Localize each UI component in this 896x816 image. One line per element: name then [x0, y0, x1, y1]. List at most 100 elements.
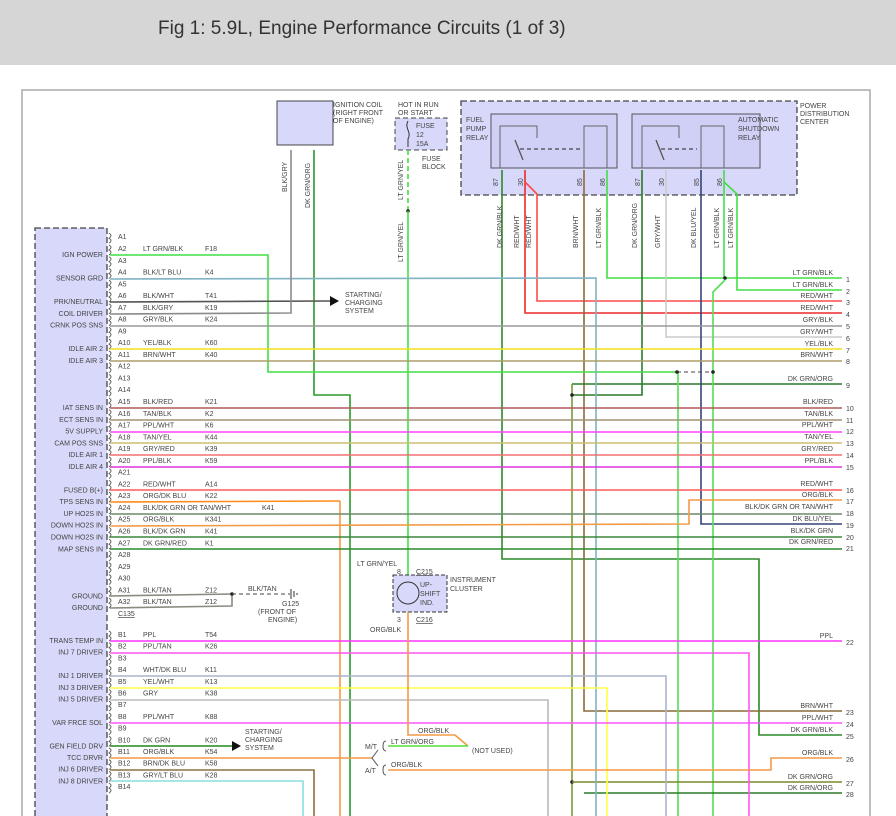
- pin-number: A19: [118, 446, 131, 453]
- right-wire-label: RED/WHT: [800, 481, 833, 488]
- relay-switch: [514, 139, 524, 161]
- pin-terminal-icon: [108, 642, 112, 654]
- pin-wire-color: YEL/WHT: [143, 679, 175, 686]
- pin-number: B8: [118, 714, 127, 721]
- coil-wire-dk-grn-org: [313, 150, 351, 816]
- pin-number: A22: [118, 481, 131, 488]
- fuse-icon: [406, 120, 410, 147]
- pin-number: A6: [118, 293, 127, 300]
- right-wire-label: ORG/BLK: [802, 492, 833, 499]
- pin-function-label: IDLE AIR 4: [68, 464, 103, 471]
- pin-terminal-icon: [108, 735, 112, 747]
- right-wire-label: RED/WHT: [800, 293, 833, 300]
- pin-wire-color: PPL/TAN: [143, 644, 172, 651]
- title-bar: Fig 1: 5.9L, Engine Performance Circuits…: [0, 0, 896, 65]
- pin-number: A1: [118, 234, 127, 241]
- pin-terminal-icon: [108, 397, 112, 409]
- relay-coil-icon: [700, 125, 725, 168]
- right-wire-label: DK GRN/ORG: [788, 376, 833, 383]
- pin-terminal-icon: [108, 479, 112, 491]
- at-wire-label: ORG/BLK: [391, 762, 422, 769]
- wire-a32: [109, 594, 233, 609]
- fuel-pump-relay-label: PUMP: [466, 126, 487, 133]
- asd-relay-label: SHUTDOWN: [738, 126, 779, 133]
- pin-number: B12: [118, 761, 131, 768]
- pin-function-label: TRANS TEMP IN: [49, 638, 103, 645]
- relay-pin-label: 86: [600, 178, 607, 186]
- fuse-label: 12: [416, 132, 424, 139]
- pin-wire-color: ORG/BLK: [143, 749, 174, 756]
- pin-function-label: GROUND: [72, 593, 103, 600]
- right-wire-label: DK GRN/ORG: [788, 785, 833, 792]
- starting-charging-label: STARTING/: [245, 729, 282, 736]
- fuse-wire-label: LT GRN/YEL: [398, 222, 405, 262]
- starting-charging-label: CHARGING: [245, 737, 283, 744]
- pin-terminal-icon: [108, 538, 112, 550]
- pin-circuit: K4: [205, 270, 214, 277]
- pin-wire-color: GRY: [143, 691, 158, 698]
- fuse-label: FUSE: [416, 123, 435, 130]
- fuse-label: 15A: [416, 141, 429, 148]
- pin-number: A28: [118, 552, 131, 559]
- pin-number: B3: [118, 655, 127, 662]
- right-wire-label: GRY/RED: [801, 446, 833, 453]
- starting-charging-label: CHARGING: [345, 300, 383, 307]
- splice-dot: [711, 370, 715, 374]
- pin-circuit: K60: [205, 340, 218, 347]
- relay-wire-label: DK GRN/BLK: [497, 205, 504, 248]
- pin-circuit: K58: [205, 761, 218, 768]
- instrument-cluster-label: INSTRUMENT: [450, 577, 497, 584]
- pin-function-label: GEN FIELD DRV: [49, 743, 103, 750]
- right-wire-number: 11: [846, 418, 853, 425]
- relay-contact: [499, 125, 538, 168]
- pin-function-label: TPS SENS IN: [59, 499, 103, 506]
- pin-number: A23: [118, 493, 131, 500]
- pin-terminal-icon: [108, 770, 112, 782]
- pin-function-label: INJ 8 DRIVER: [58, 778, 103, 785]
- cluster-wire-label: ORG/BLK: [370, 627, 401, 634]
- splice-dot: [675, 370, 679, 374]
- pin-circuit: K59: [205, 458, 218, 465]
- pin-wire-color: BLK/GRY: [143, 305, 174, 312]
- pin-function-label: ECT SENS IN: [59, 417, 103, 424]
- relay-wire-label: DK BLU/YEL: [691, 207, 698, 248]
- right-wire-label: PPL/WHT: [802, 715, 834, 722]
- not-used-label: (NOT USED): [472, 748, 513, 755]
- pin-number: B13: [118, 772, 131, 779]
- wire-a6: [109, 300, 331, 303]
- pin-number: B4: [118, 667, 127, 674]
- pin-wire-color: RED/WHT: [143, 481, 176, 488]
- pin-function-label: FUSED B(+): [64, 487, 103, 494]
- pin-function-label: GROUND: [72, 605, 103, 612]
- fuse-block-label: FUSE: [422, 156, 441, 163]
- relay-wire-label: RED/WHT: [514, 215, 521, 248]
- pin-wire-color: GRY/RED: [143, 446, 175, 453]
- right-wire-label: BLK/DK GRN: [791, 528, 833, 535]
- pin-number: A10: [118, 340, 131, 347]
- cluster-connector: C216: [416, 617, 433, 624]
- pin-function-label: IGN POWER: [62, 252, 103, 259]
- right-wire-number: 18: [846, 511, 854, 518]
- right-wire-label: PPL/BLK: [805, 458, 834, 465]
- upshift-label: UP-: [420, 582, 433, 589]
- pin-circuit: K13: [205, 679, 218, 686]
- pin-function-label: INJ 5 DRIVER: [58, 697, 103, 704]
- pin-wire-color: WHT/DK BLU: [143, 667, 186, 674]
- relay-wire-label: BRN/WHT: [573, 215, 580, 248]
- right-wire-number: 26: [846, 757, 854, 764]
- pin-circuit: K40: [205, 352, 218, 359]
- right-wire-number: 1: [846, 277, 850, 284]
- wire-a23: [109, 500, 341, 503]
- right-wire-number: 6: [846, 336, 850, 343]
- ground-location: ENGINE): [268, 617, 297, 624]
- right-wire-number: 8: [846, 359, 850, 366]
- ignition-coil: [276, 100, 334, 146]
- relay-wire-label: LT GRN/BLK: [728, 207, 735, 248]
- right-wire-number: 13: [846, 441, 854, 448]
- pin-terminal-icon: [108, 409, 112, 421]
- pin-circuit: K28: [205, 772, 218, 779]
- diagram-frame: [21, 89, 871, 816]
- pin-circuit: K26: [205, 644, 218, 651]
- wire-b2: [110, 652, 750, 816]
- pin-function-label: INJ 6 DRIVER: [58, 767, 103, 774]
